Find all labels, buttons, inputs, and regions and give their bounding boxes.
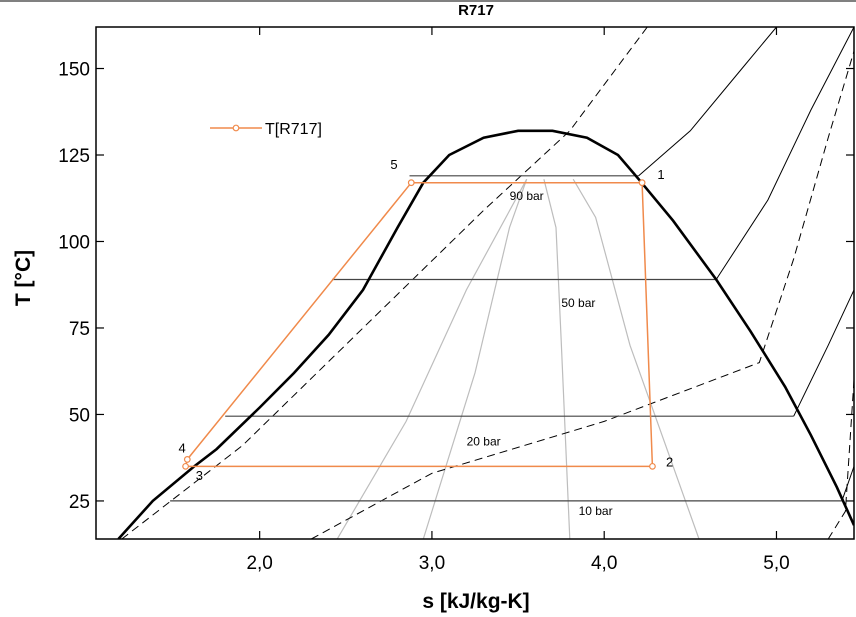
x-axis: 2,0 3,0 4,0 5,0 (246, 27, 790, 574)
x-tick-label-0: 2,0 (246, 553, 272, 574)
isobar-label-3: 90 bar (510, 189, 544, 203)
quality-line-2 (543, 179, 571, 539)
isobar-label-2: 50 bar (561, 296, 595, 310)
isochore-line-2 (827, 379, 854, 539)
plot-area: 10 bar 20 bar 50 bar 90 bar 1 2 34 5 (117, 27, 854, 539)
state-point-label-1: 1 (657, 167, 664, 182)
isobar-2-superheat (715, 27, 854, 280)
legend-label: T[R717] (265, 121, 322, 138)
state-point-label-4: 4 (179, 441, 186, 456)
x-axis-title: s [kJ/kg-K] (422, 590, 529, 613)
saturation-dome (117, 129, 854, 539)
y-tick-label-1: 50 (69, 405, 90, 426)
isobar-3-superheat (638, 27, 777, 177)
x-tick-label-2: 4,0 (591, 553, 617, 574)
isobar-label-1: 20 bar (467, 435, 501, 449)
legend-marker (232, 124, 240, 132)
isochore-line-1 (311, 51, 854, 539)
series-point-0-1 (649, 462, 656, 470)
isobar-1-superheat (793, 289, 854, 417)
quality-line-0 (336, 178, 528, 539)
state-point-label-5: 5 (390, 157, 397, 172)
x-tick-label-3: 5,0 (763, 553, 789, 574)
y-tick-label-4: 125 (58, 146, 90, 167)
series-point-0-4 (407, 179, 415, 187)
isochore-line-0 (121, 27, 648, 539)
isobar-0-superheat (841, 466, 854, 502)
y-tick-label-0: 25 (69, 492, 90, 513)
state-point-label-3: 3 (196, 468, 203, 483)
x-tick-label-1: 3,0 (419, 553, 445, 574)
series-point-0-3 (183, 456, 191, 463)
plot-frame (95, 26, 855, 540)
chart-title: R717 (458, 2, 494, 19)
y-tick-label-3: 100 (58, 232, 90, 253)
quality-line-3 (572, 178, 700, 539)
y-axis-title: T [°C] (12, 250, 35, 306)
quality-line-1 (422, 178, 528, 539)
isobar-label-0: 10 bar (579, 504, 613, 518)
y-tick-label-5: 150 (58, 60, 90, 81)
series-point-0-2 (182, 462, 189, 470)
state-point-label-2: 2 (666, 454, 673, 469)
series-line-0 (184, 181, 654, 468)
y-tick-label-2: 75 (69, 319, 90, 340)
legend: T[R717] (210, 121, 322, 138)
series-point-0-0 (638, 179, 646, 187)
